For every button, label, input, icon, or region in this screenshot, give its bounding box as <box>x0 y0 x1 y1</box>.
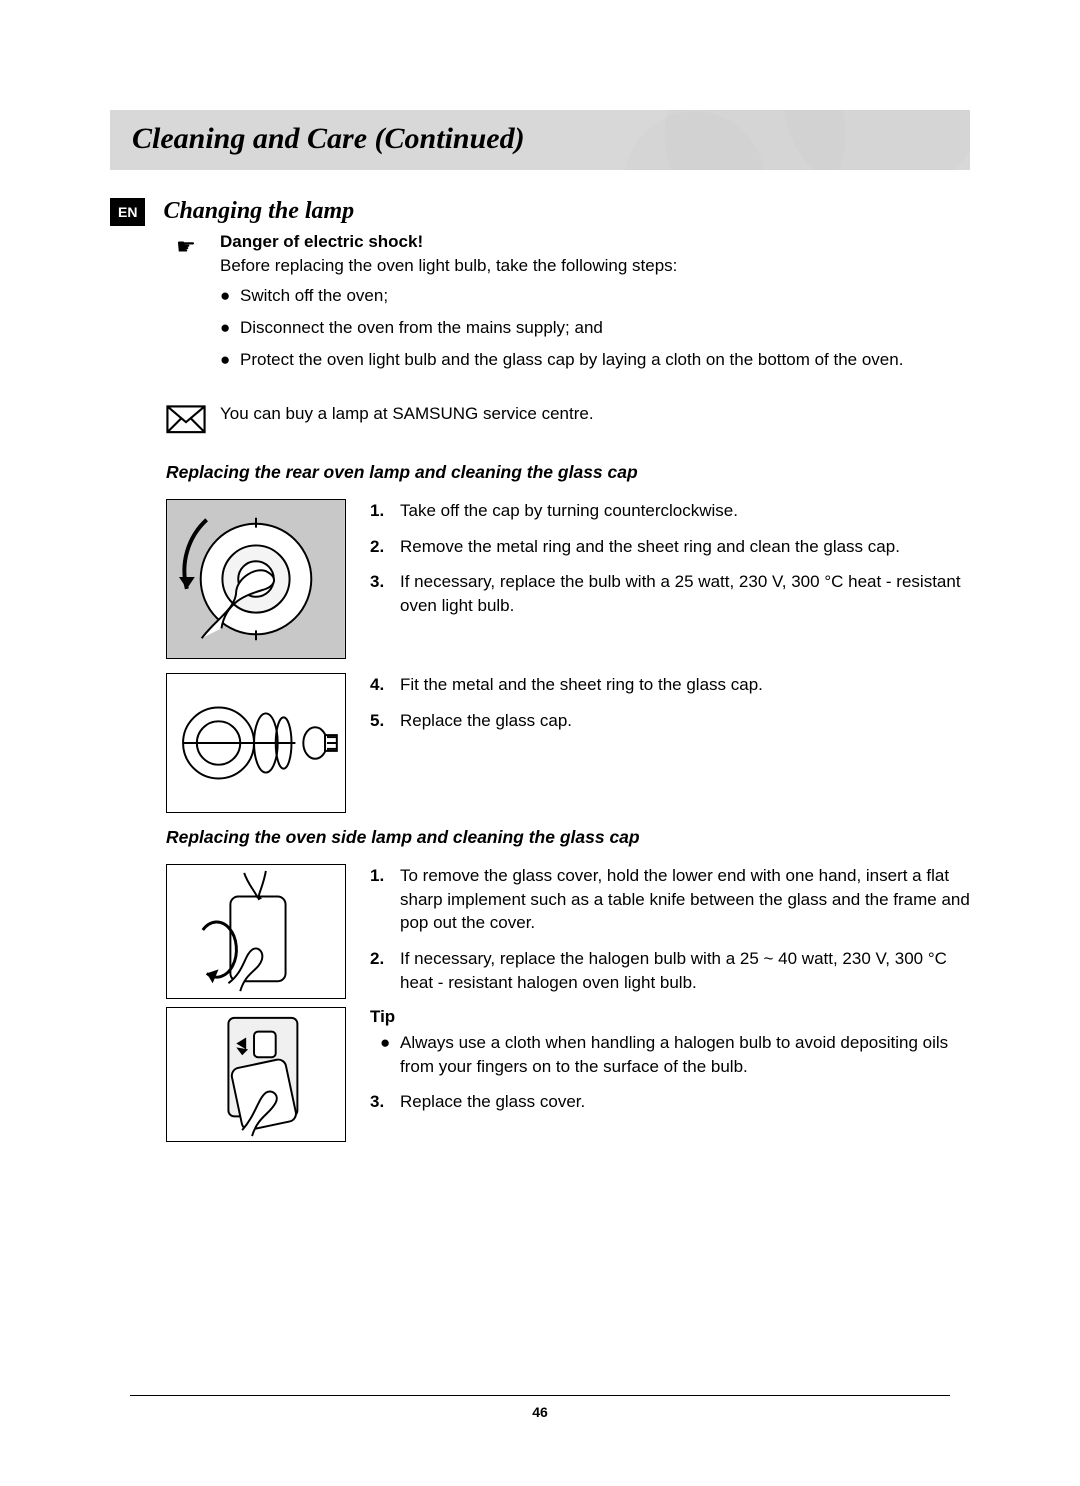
side-diagram-stack <box>166 864 346 1150</box>
section-banner: Cleaning and Care (Continued) <box>110 110 970 170</box>
step-item: 3.If necessary, replace the bulb with a … <box>370 570 970 618</box>
warning-body: Danger of electric shock! Before replaci… <box>220 232 970 379</box>
step-text: Replace the glass cover. <box>400 1090 585 1114</box>
rear-steps-b: 4.Fit the metal and the sheet ring to th… <box>370 673 970 813</box>
side-step-block: 1.To remove the glass cover, hold the lo… <box>166 864 970 1150</box>
step-item: 2.If necessary, replace the halogen bulb… <box>370 947 970 995</box>
tip-block: Tip ●Always use a cloth when handling a … <box>370 1007 970 1079</box>
rear-step-block-b: 4.Fit the metal and the sheet ring to th… <box>166 673 970 813</box>
warning-block: ☛ Danger of electric shock! Before repla… <box>166 232 970 379</box>
warning-title: Danger of electric shock! <box>220 232 970 252</box>
warning-bullet: ●Disconnect the oven from the mains supp… <box>220 316 970 340</box>
section-title: Changing the lamp <box>163 198 354 225</box>
tip-title: Tip <box>370 1007 970 1027</box>
warning-bullet-list: ●Switch off the oven; ●Disconnect the ov… <box>220 284 970 371</box>
warning-bullet: ●Switch off the oven; <box>220 284 970 308</box>
manual-page: Cleaning and Care (Continued) EN Changin… <box>0 0 1080 1486</box>
rear-step-block-a: 1.Take off the cap by turning counterclo… <box>166 499 970 659</box>
warning-bullet-text: Protect the oven light bulb and the glas… <box>240 348 903 372</box>
rear-steps-a: 1.Take off the cap by turning counterclo… <box>370 499 970 659</box>
step-text: Remove the metal ring and the sheet ring… <box>400 535 900 559</box>
tip-bullet-text: Always use a cloth when handling a halog… <box>400 1031 970 1079</box>
step-text: Take off the cap by turning counterclock… <box>400 499 738 523</box>
note-block: You can buy a lamp at SAMSUNG service ce… <box>166 403 970 434</box>
banner-title: Cleaning and Care (Continued) <box>132 122 948 156</box>
page-number: 46 <box>0 1404 1080 1420</box>
tip-bullet: ●Always use a cloth when handling a halo… <box>380 1031 970 1079</box>
content-area: ☛ Danger of electric shock! Before repla… <box>166 232 970 1150</box>
footer-rule <box>130 1395 950 1396</box>
step-text: If necessary, replace the halogen bulb w… <box>400 947 970 995</box>
warning-intro: Before replacing the oven light bulb, ta… <box>220 255 970 278</box>
diagram-side-remove-cover <box>166 864 346 999</box>
warning-bullet-text: Switch off the oven; <box>240 284 388 308</box>
step-item: 4.Fit the metal and the sheet ring to th… <box>370 673 970 697</box>
diagram-rear-parts <box>166 673 346 813</box>
step-text: If necessary, replace the bulb with a 25… <box>400 570 970 618</box>
step-text: Replace the glass cap. <box>400 709 572 733</box>
step-item: 1.Take off the cap by turning counterclo… <box>370 499 970 523</box>
step-item: 2.Remove the metal ring and the sheet ri… <box>370 535 970 559</box>
warning-bullet-text: Disconnect the oven from the mains suppl… <box>240 316 603 340</box>
warning-bullet: ●Protect the oven light bulb and the gla… <box>220 348 970 372</box>
mail-icon <box>166 403 206 434</box>
diagram-rear-remove-cap <box>166 499 346 659</box>
section-heading-row: EN Changing the lamp <box>110 198 970 226</box>
rear-lamp-heading: Replacing the rear oven lamp and cleanin… <box>166 462 970 483</box>
diagram-side-replace-bulb <box>166 1007 346 1142</box>
note-text: You can buy a lamp at SAMSUNG service ce… <box>220 403 594 434</box>
step-item: 3.Replace the glass cover. <box>370 1090 970 1114</box>
step-text: Fit the metal and the sheet ring to the … <box>400 673 763 697</box>
step-text: To remove the glass cover, hold the lowe… <box>400 864 970 935</box>
side-steps: 1.To remove the glass cover, hold the lo… <box>370 864 970 1150</box>
language-badge: EN <box>110 198 145 226</box>
side-lamp-heading: Replacing the oven side lamp and cleanin… <box>166 827 970 848</box>
hand-pointer-icon: ☛ <box>166 232 206 379</box>
step-item: 5.Replace the glass cap. <box>370 709 970 733</box>
step-item: 1.To remove the glass cover, hold the lo… <box>370 864 970 935</box>
